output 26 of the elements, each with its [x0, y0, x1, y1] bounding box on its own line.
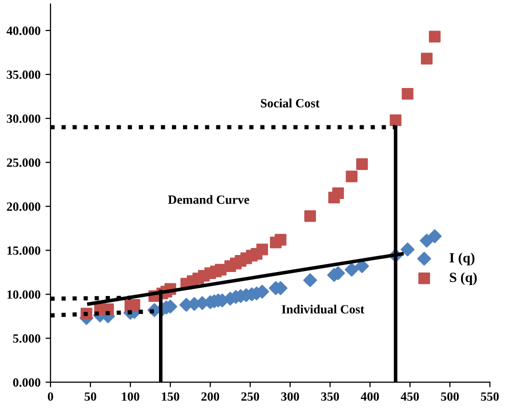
- y-tick-label: 10.000: [7, 290, 40, 299]
- y-tick-label: 5.000: [13, 334, 40, 343]
- x-tick-label: 0: [48, 392, 54, 401]
- x-tick-label: 550: [480, 392, 499, 401]
- x-tick-label: 150: [162, 392, 180, 401]
- annotation: Demand Curve: [168, 195, 250, 204]
- y-tick-label: 15.000: [7, 246, 40, 255]
- x-tick-label: 450: [400, 392, 419, 401]
- x-tick-label: 500: [441, 392, 459, 401]
- y-tick-label: 30.000: [6, 114, 40, 123]
- x-tick-label: 100: [122, 392, 140, 401]
- annotation: Individual Cost: [282, 304, 364, 314]
- x-tick-label: 200: [201, 392, 220, 401]
- y-tick-label: 20.000: [6, 202, 40, 211]
- legend-label: S (q): [450, 272, 477, 285]
- y-tick-label: 40.000: [6, 26, 40, 36]
- x-tick-label: 250: [241, 392, 260, 401]
- legend-label: I (q): [450, 252, 474, 266]
- annotation: Social Cost: [260, 98, 320, 108]
- x-tick-label: 300: [281, 392, 300, 401]
- y-tick-label: 35.000: [6, 70, 40, 79]
- x-tick-label: 350: [321, 392, 339, 401]
- x-tick-label: 50: [84, 392, 96, 401]
- y-tick-label: 25.000: [6, 158, 40, 167]
- x-tick-label: 400: [360, 392, 379, 401]
- y-tick-label: 0.000: [13, 378, 40, 387]
